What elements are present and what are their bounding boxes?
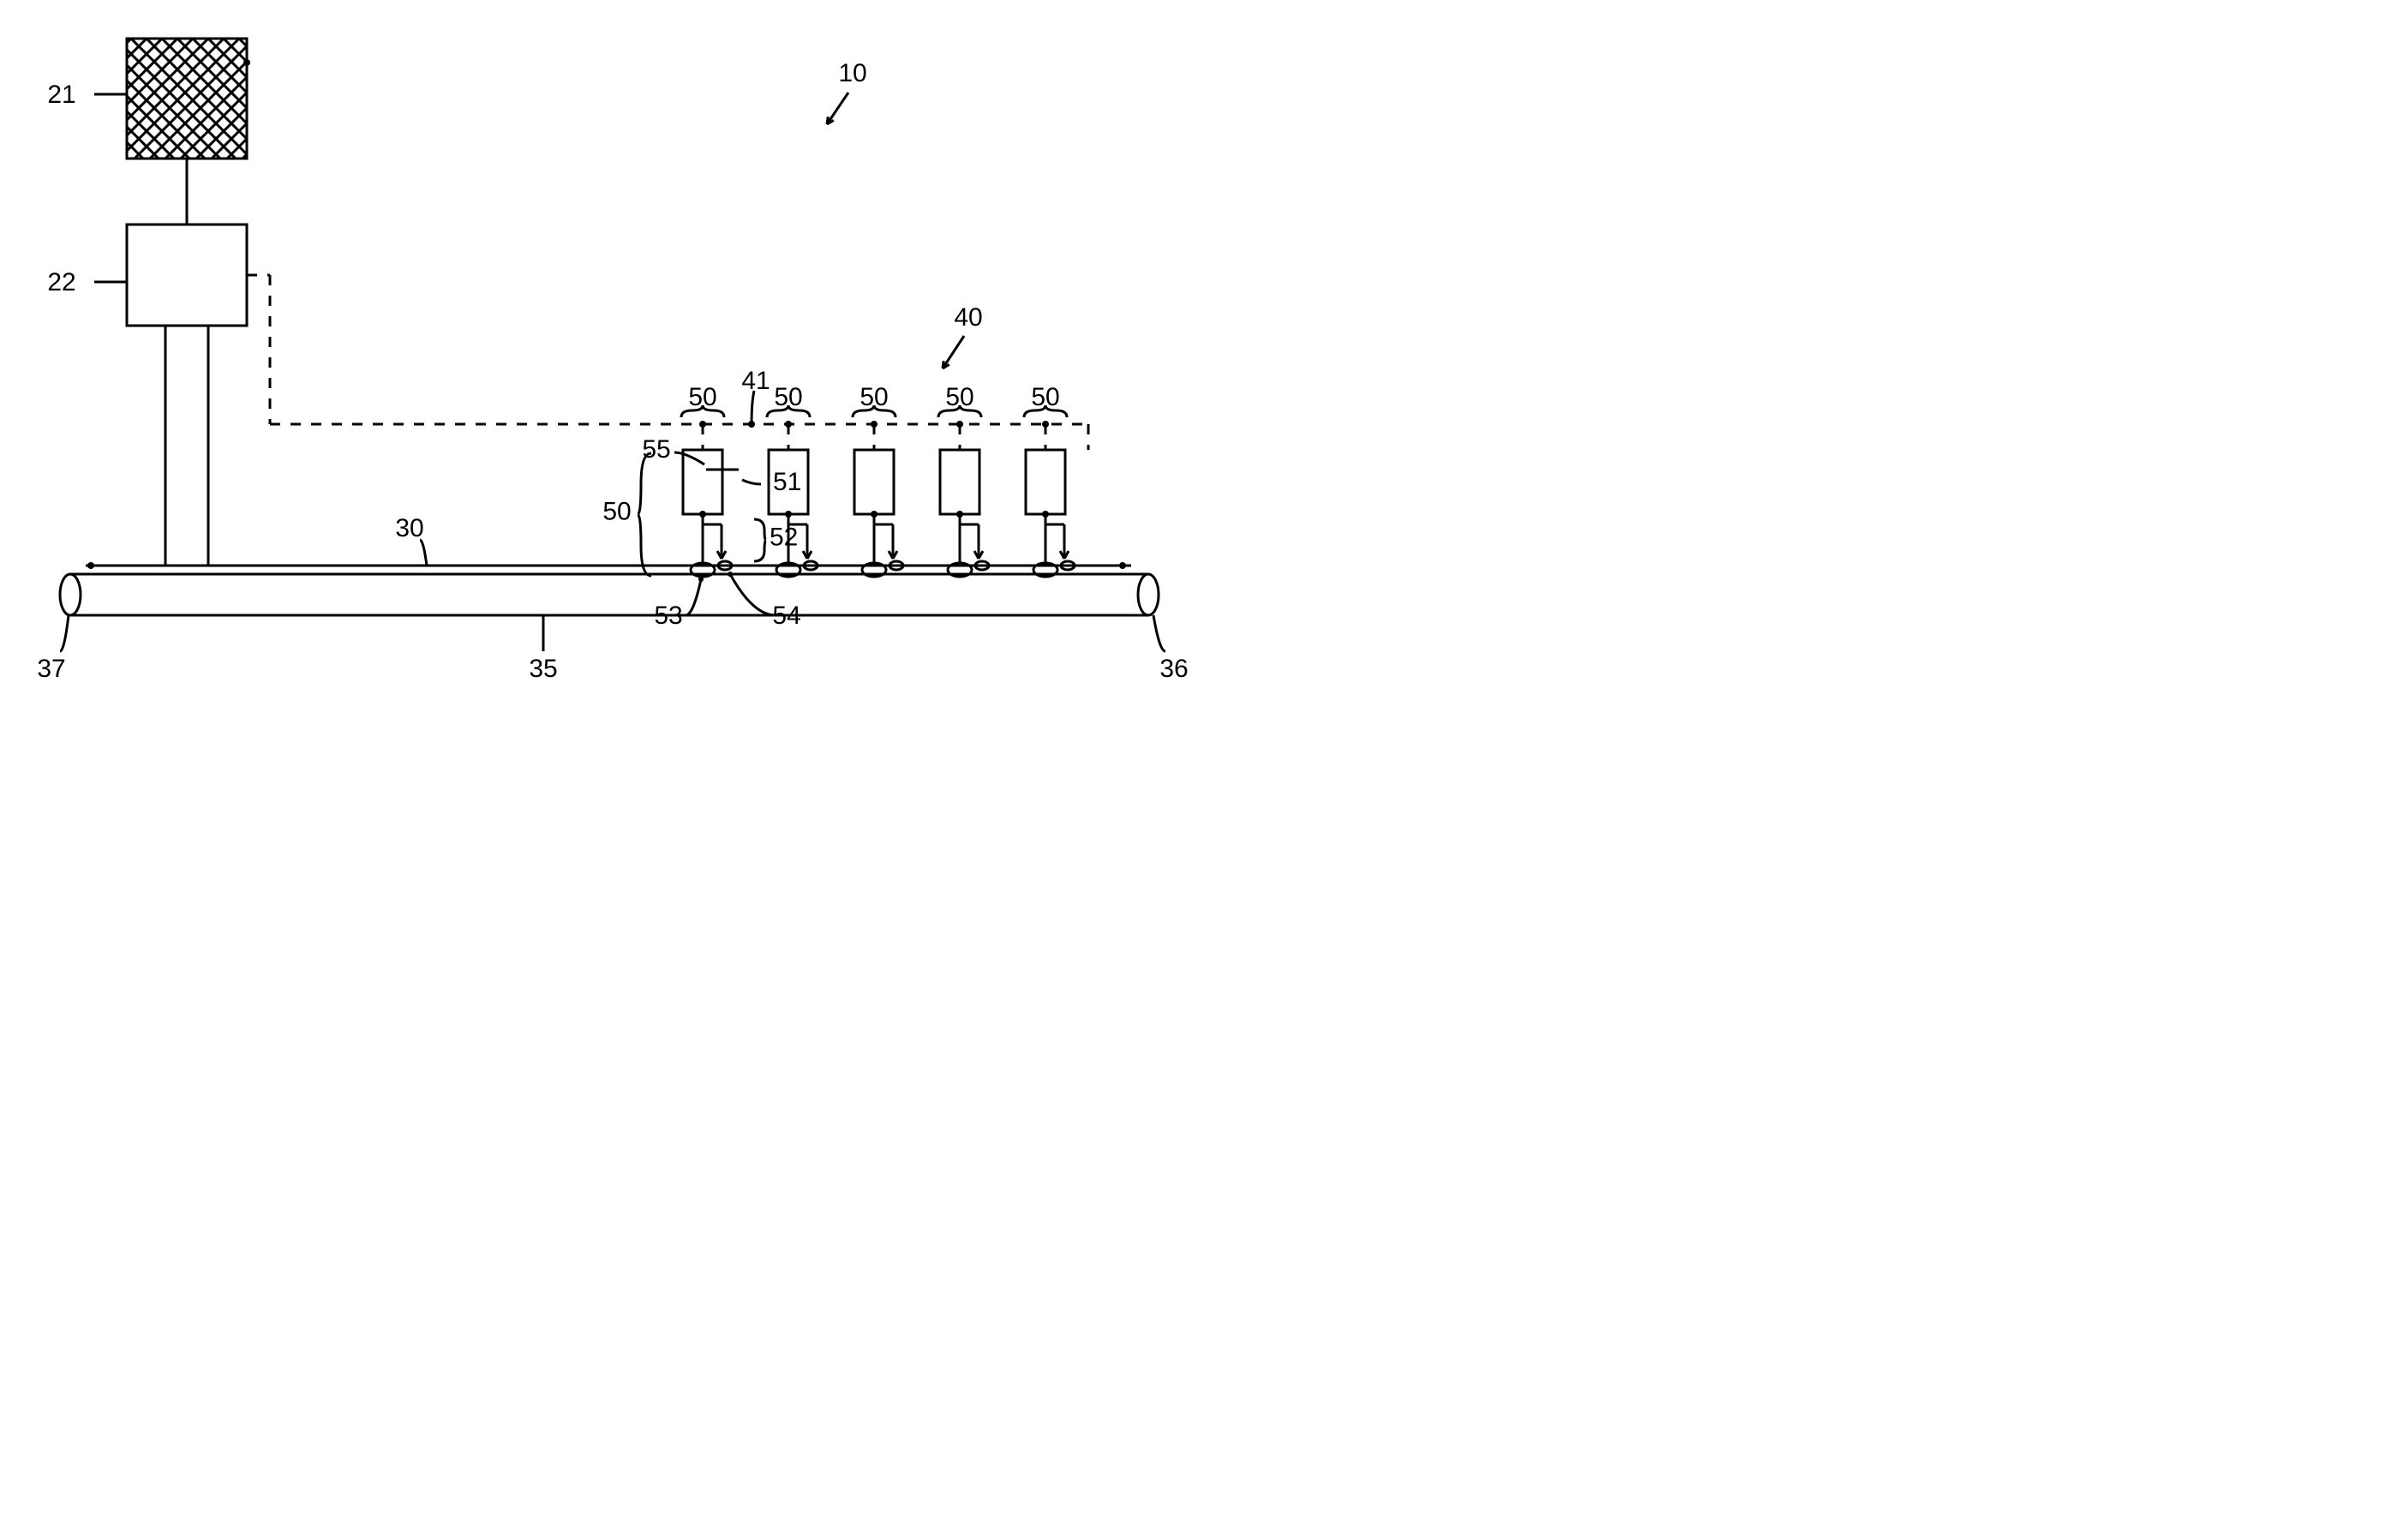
pipe-cap-left [60,574,81,615]
label-l41: 41 [741,367,770,395]
label-l50a: 50 [688,383,716,411]
block-21 [127,39,247,159]
label-l50: 50 [602,498,631,526]
label-l30: 30 [395,514,423,542]
label-l50e: 50 [1031,383,1059,411]
label-l50d: 50 [945,383,973,411]
label-l51: 51 [773,468,801,496]
label-l37: 37 [37,655,65,683]
label-l52: 52 [770,524,798,552]
label-l55: 55 [642,435,670,464]
sensor-box [854,450,894,514]
label-l10: 10 [838,59,866,87]
brace-50 [638,453,651,576]
label-l35: 35 [529,655,557,683]
diagram-root: 2122415050505050505551525354303536371040 [0,0,1283,799]
label-l36: 36 [1159,655,1188,683]
sensor-box [1026,450,1065,514]
label-l21: 21 [47,81,75,109]
label-l22: 22 [47,268,75,296]
sensor-box [683,450,722,514]
label-l40: 40 [954,303,982,332]
label-l50c: 50 [860,383,888,411]
sensor-box [940,450,979,514]
block-22 [127,225,247,326]
pipe-cap-right [1138,574,1159,615]
label-l50b: 50 [774,383,802,411]
